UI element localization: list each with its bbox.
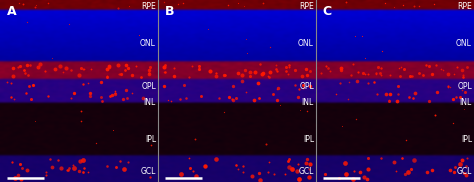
Text: INL: INL xyxy=(302,98,314,107)
Text: C: C xyxy=(323,5,332,18)
Text: GCL: GCL xyxy=(456,167,472,177)
Text: OPL: OPL xyxy=(299,82,314,91)
Text: IPL: IPL xyxy=(145,135,156,144)
Text: INL: INL xyxy=(144,98,156,107)
Text: ONL: ONL xyxy=(140,39,156,48)
Text: OPL: OPL xyxy=(141,82,156,91)
Text: RPE: RPE xyxy=(141,2,156,11)
Text: GCL: GCL xyxy=(141,167,156,177)
Text: IPL: IPL xyxy=(461,135,472,144)
Text: B: B xyxy=(165,5,174,18)
Text: A: A xyxy=(7,5,17,18)
Text: OPL: OPL xyxy=(457,82,472,91)
Text: RPE: RPE xyxy=(457,2,472,11)
Text: ONL: ONL xyxy=(298,39,314,48)
Text: RPE: RPE xyxy=(299,2,314,11)
Text: GCL: GCL xyxy=(299,167,314,177)
Text: INL: INL xyxy=(460,98,472,107)
Text: ONL: ONL xyxy=(456,39,472,48)
Text: IPL: IPL xyxy=(303,135,314,144)
